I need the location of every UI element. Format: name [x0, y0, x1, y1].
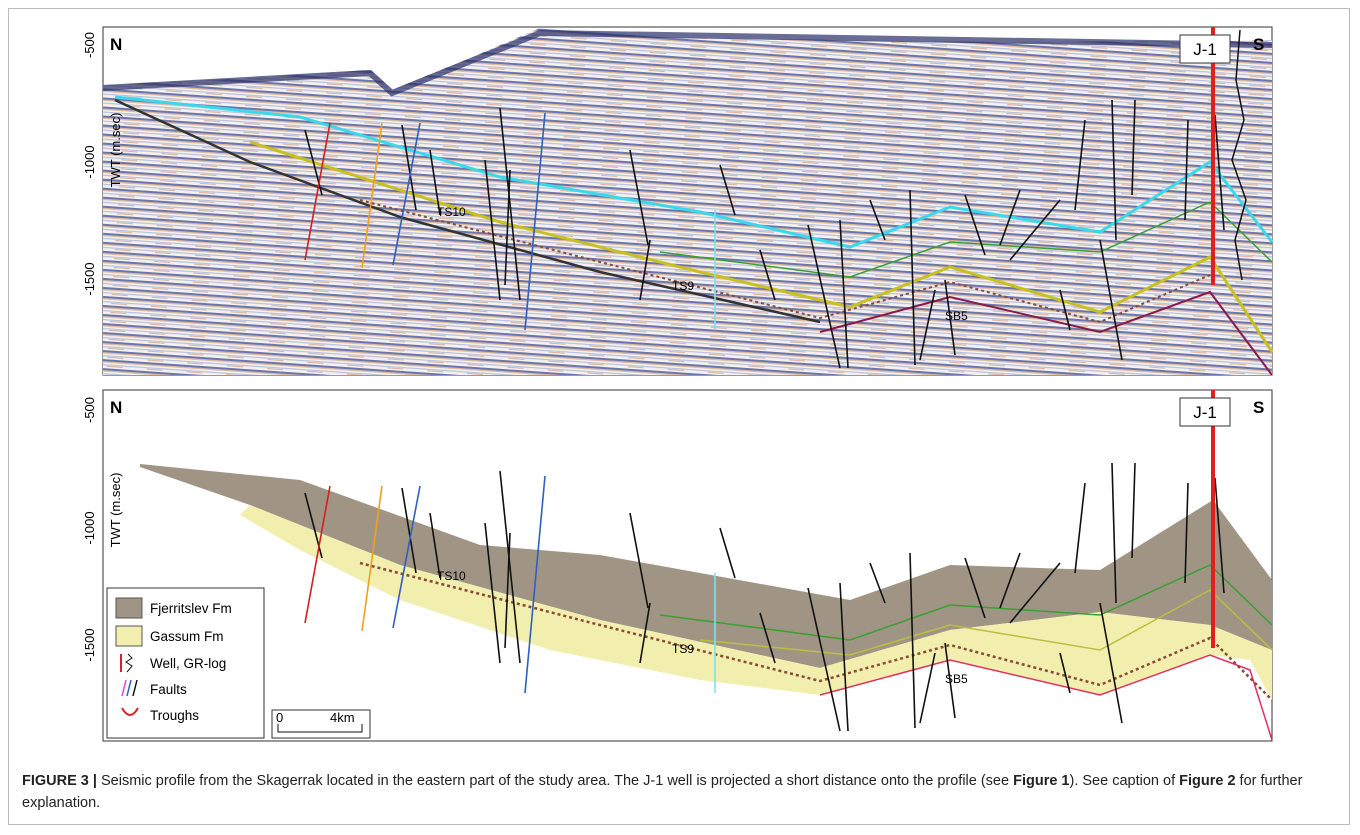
y-axis-label: TWT (m.sec) — [108, 113, 123, 188]
interpretation-panel: J-1 N S TWT (m.sec) -500 -1000 -1500 TS1… — [82, 390, 1272, 741]
horizon-label: TS9 — [672, 279, 694, 293]
y-tick-label: -500 — [82, 397, 97, 423]
horizon-label: TS10 — [437, 205, 466, 219]
horizon-label: SB5 — [945, 309, 968, 323]
scale-label: 4km — [330, 710, 355, 725]
well-label: J-1 — [1193, 40, 1217, 59]
north-label: N — [110, 398, 122, 417]
horizon-label: TS9 — [672, 642, 694, 656]
legend-label: Faults — [150, 682, 187, 697]
caption-text: ). See caption of — [1070, 773, 1180, 789]
seismic-panel: J-1 N S TWT (m.sec) -500 -1000 -1500 TS1… — [82, 27, 1272, 375]
legend-label: Troughs — [150, 708, 199, 723]
well-label: J-1 — [1193, 403, 1217, 422]
south-label: S — [1253, 398, 1264, 417]
south-label: S — [1253, 35, 1264, 54]
legend: Fjerritslev Fm Gassum Fm Well, GR-log Fa… — [107, 588, 264, 738]
page: J-1 N S TWT (m.sec) -500 -1000 -1500 TS1… — [0, 0, 1360, 835]
legend-label: Fjerritslev Fm — [150, 601, 232, 616]
caption-ref: Figure 2 — [1179, 773, 1235, 789]
legend-label: Gassum Fm — [150, 629, 224, 644]
caption-label: FIGURE 3 | — [22, 773, 97, 789]
scale-bar: 0 4km — [272, 710, 370, 738]
y-tick-label: -1500 — [82, 628, 97, 661]
y-tick-label: -1500 — [82, 262, 97, 295]
y-tick-label: -1000 — [82, 511, 97, 544]
caption-text: Seismic profile from the Skagerrak locat… — [101, 773, 1013, 789]
horizon-label: TS10 — [437, 569, 466, 583]
figure: J-1 N S TWT (m.sec) -500 -1000 -1500 TS1… — [0, 0, 1360, 760]
y-axis-label: TWT (m.sec) — [108, 473, 123, 548]
legend-label: Well, GR-log — [150, 656, 226, 671]
caption: FIGURE 3 | Seismic profile from the Skag… — [22, 770, 1340, 814]
horizon-label: SB5 — [945, 672, 968, 686]
y-tick-label: -500 — [82, 32, 97, 58]
caption-ref: Figure 1 — [1013, 773, 1069, 789]
scale-label: 0 — [276, 710, 283, 725]
north-label: N — [110, 35, 122, 54]
y-tick-label: -1000 — [82, 145, 97, 178]
